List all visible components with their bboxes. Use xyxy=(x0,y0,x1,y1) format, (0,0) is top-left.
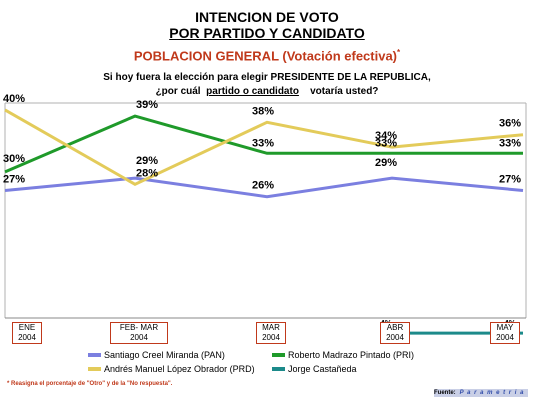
survey-question-line1: Si hoy fuera la elección para elegir PRE… xyxy=(103,72,431,83)
x-tick-label-0-line0: ENE xyxy=(18,323,36,332)
survey-question-line2-post: votaría usted? xyxy=(310,86,379,97)
data-label-s2-1: 28% xyxy=(136,167,158,179)
data-label-s1-2: 33% xyxy=(252,137,274,149)
series-line-2 xyxy=(4,108,524,186)
x-tick-label-0-line1: 2004 xyxy=(18,333,36,342)
source-credit: Fuente: P a r a m e t r i a xyxy=(434,389,528,397)
survey-question-line2: ¿por cuál partido o candidato votaría us… xyxy=(0,86,534,97)
x-tick-label-3-line0: ABR xyxy=(386,323,404,332)
x-tick-label-1-line1: 2004 xyxy=(130,333,148,342)
footnote: * Reasigna el porcentaje de "Otro" y de … xyxy=(7,381,173,387)
legend-item-3: Jorge Castañeda xyxy=(272,364,357,374)
legend-item-1: Roberto Madrazo Pintado (PRI) xyxy=(272,350,414,360)
data-label-s0-4: 27% xyxy=(499,174,521,186)
series-layer xyxy=(4,108,524,335)
legend-swatch-2 xyxy=(88,367,101,371)
x-tick-label-0: ENE 2004 xyxy=(12,322,42,344)
chart-subtitle: POBLACION GENERAL (Votación efectiva)* xyxy=(0,48,534,63)
legend-label-1: Roberto Madrazo Pintado (PRI) xyxy=(288,350,415,360)
x-tick-label-1-line0: FEB- MAR xyxy=(119,323,159,332)
legend-label-2: Andrés Manuel López Obrador (PRD) xyxy=(104,364,255,374)
series-line-0 xyxy=(4,176,524,199)
legend-swatch-1 xyxy=(272,353,285,357)
data-label-s2-3: 34% xyxy=(375,130,397,142)
data-label-s1-1: 39% xyxy=(136,99,158,111)
survey-question-line2-underlined: partido o candidato xyxy=(206,86,299,97)
data-label-s1-3: 33% xyxy=(375,137,397,149)
legend-label-3: Jorge Castañeda xyxy=(288,364,357,374)
data-label-s2-0: 40% xyxy=(3,93,25,105)
legend-item-2: Andrés Manuel López Obrador (PRD) xyxy=(88,364,255,374)
data-label-s0-3: 29% xyxy=(375,157,397,169)
legend-label-0: Santiago Creel Miranda (PAN) xyxy=(104,350,225,360)
series-line-1 xyxy=(4,114,523,174)
data-label-s2-2: 38% xyxy=(252,105,274,117)
data-label-s0-1: 29% xyxy=(136,155,158,167)
x-tick-label-4-line0: MAY xyxy=(496,323,514,332)
data-label-s0-0: 27% xyxy=(3,174,25,186)
data-label-layer: 27% 29% 26% 29% 27% 30% 39% 33% 33% 33% 40% 28% 38% 3… xyxy=(3,93,521,328)
legend: Santiago Creel Miranda (PAN) Roberto Madr… xyxy=(88,350,428,380)
x-tick-label-4: MAY 2004 xyxy=(490,322,520,344)
x-tick-label-2-line0: MAR xyxy=(262,323,280,332)
x-tick-label-3: ABR 2004 xyxy=(380,322,410,344)
source-label: Fuente: xyxy=(434,390,456,396)
chart-title-line2-text: POR PARTIDO Y CANDIDATO xyxy=(169,25,365,41)
legend-item-0: Santiago Creel Miranda (PAN) xyxy=(88,350,225,360)
data-label-s1-0: 30% xyxy=(3,153,25,165)
subtitle-footnote-mark: * xyxy=(397,48,401,57)
x-tick-label-4-line1: 2004 xyxy=(496,333,514,342)
legend-swatch-0 xyxy=(88,353,101,357)
x-tick-label-1: FEB- MAR 2004 xyxy=(110,322,168,344)
x-tick-label-2: MAR 2004 xyxy=(256,322,286,344)
x-tick-label-3-line1: 2004 xyxy=(386,333,404,342)
legend-swatch-3 xyxy=(272,367,285,371)
chart-subtitle-text: POBLACION GENERAL (Votación efectiva) xyxy=(133,48,398,64)
survey-question-line2-pre: ¿por cuál xyxy=(155,86,201,97)
chart-title-line1: INTENCION DE VOTO xyxy=(195,9,339,25)
data-label-s0-2: 26% xyxy=(252,180,274,192)
source-brand: P a r a m e t r i a xyxy=(459,390,525,396)
data-label-s1-4: 33% xyxy=(499,137,521,149)
data-label-s2-4: 36% xyxy=(499,118,521,130)
x-tick-label-2-line1: 2004 xyxy=(262,333,280,342)
chart-title-line2: POR PARTIDO Y CANDIDATO xyxy=(0,25,534,41)
